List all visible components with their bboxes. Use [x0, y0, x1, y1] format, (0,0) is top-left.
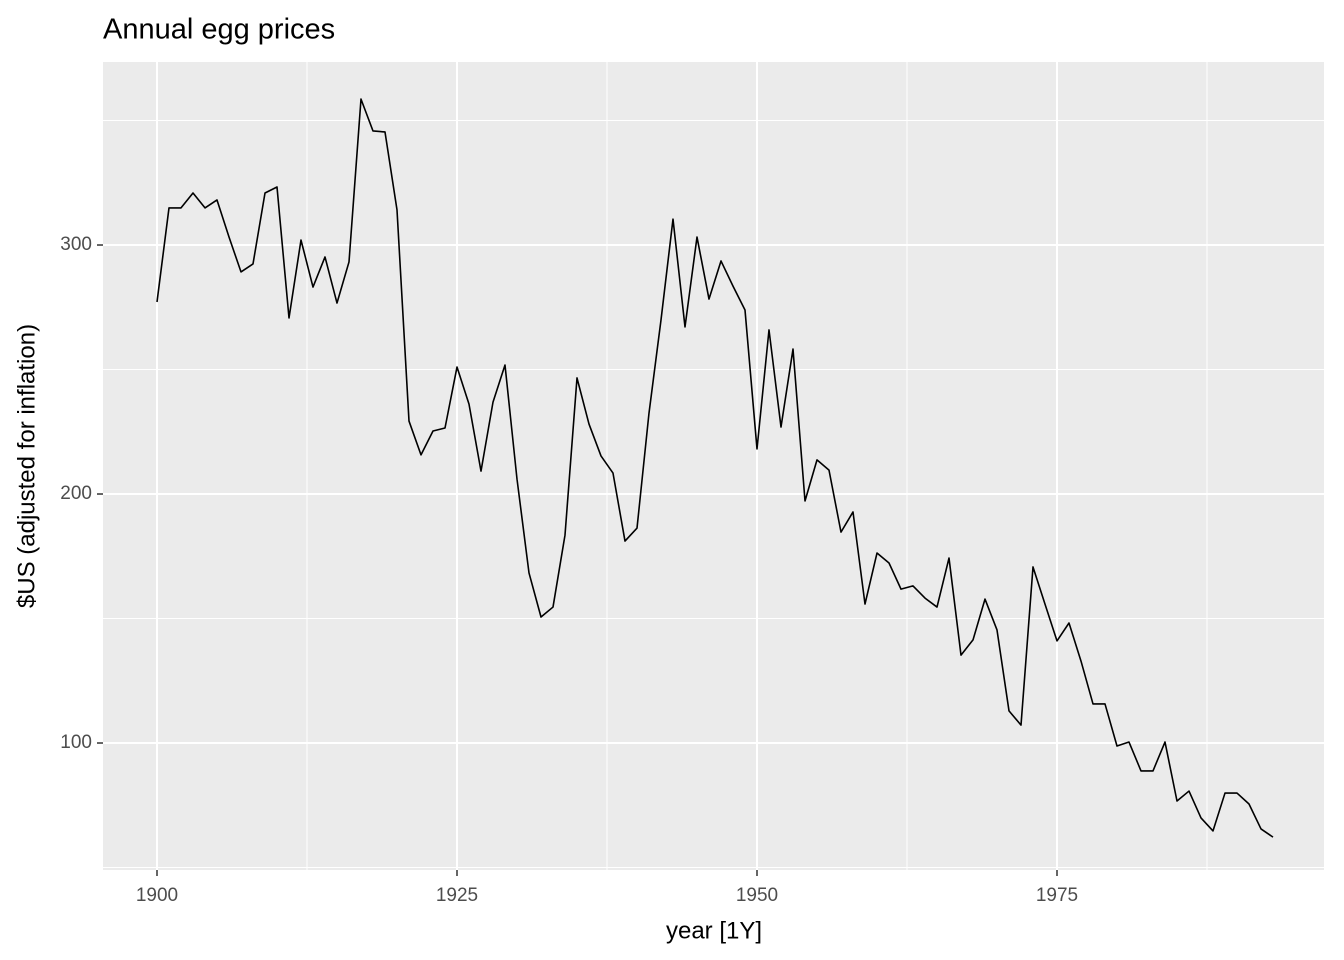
- x-tick-label: 1900: [136, 885, 178, 906]
- y-tick-label: 100: [60, 732, 92, 753]
- y-tick-label: 300: [60, 234, 92, 255]
- x-tick-label: 1925: [436, 885, 478, 906]
- chart-title: Annual egg prices: [103, 14, 335, 46]
- x-tick-label: 1950: [736, 885, 778, 906]
- x-tick-label: 1975: [1036, 885, 1078, 906]
- x-axis-label: year [1Y]: [666, 917, 762, 944]
- y-tick-label: 200: [60, 483, 92, 504]
- panel: [103, 62, 1324, 870]
- y-axis-label: $US (adjusted for inflation): [13, 324, 40, 608]
- line: [156, 98, 1274, 838]
